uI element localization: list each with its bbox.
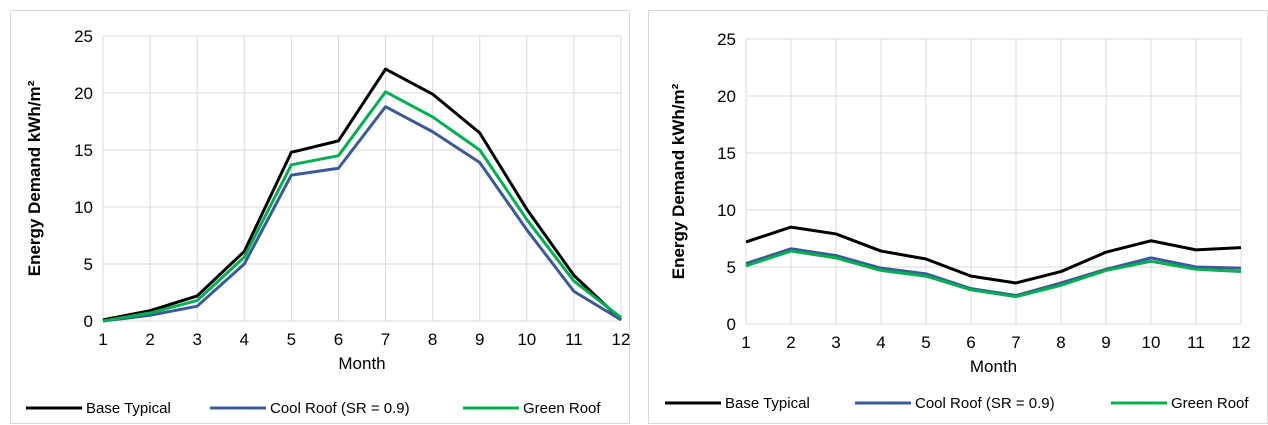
x-tick-label: 2 bbox=[786, 333, 795, 352]
x-tick-label: 8 bbox=[1056, 333, 1065, 352]
y-tick-label: 25 bbox=[717, 30, 736, 49]
legend-label: Cool Roof (SR = 0.9) bbox=[915, 395, 1055, 412]
x-tick-label: 12 bbox=[1232, 333, 1251, 352]
x-axis-title: Month bbox=[970, 357, 1017, 376]
x-tick-label: 10 bbox=[1142, 333, 1161, 352]
x-tick-label: 6 bbox=[966, 333, 975, 352]
legend-label: Green Roof bbox=[1171, 395, 1249, 412]
y-axis-title: Energy Demand kWh/m² bbox=[25, 80, 44, 276]
legend-label: Green Roof bbox=[523, 400, 601, 417]
x-tick-label: 7 bbox=[381, 330, 390, 349]
x-axis-title: Month bbox=[338, 354, 385, 373]
x-tick-label: 1 bbox=[98, 330, 107, 349]
series-line-3 bbox=[745, 249, 1242, 299]
y-tick-label: 10 bbox=[717, 201, 736, 220]
x-tick-label: 7 bbox=[1011, 333, 1020, 352]
x-tick-label: 11 bbox=[1187, 333, 1205, 352]
x-tick-label: 3 bbox=[831, 333, 840, 352]
x-tick-label: 6 bbox=[334, 330, 343, 349]
y-tick-label: 5 bbox=[727, 258, 736, 277]
x-tick-label: 5 bbox=[287, 330, 296, 349]
y-tick-label: 20 bbox=[717, 87, 736, 106]
legend-label: Cool Roof (SR = 0.9) bbox=[270, 400, 410, 417]
y-tick-label: 25 bbox=[74, 27, 93, 46]
x-tick-label: 8 bbox=[428, 330, 437, 349]
x-tick-label: 12 bbox=[612, 330, 631, 349]
y-tick-label: 0 bbox=[84, 312, 93, 331]
series-line-3 bbox=[102, 90, 622, 323]
x-tick-label: 4 bbox=[240, 330, 249, 349]
legend-label: Base Typical bbox=[725, 395, 810, 412]
y-axis-title: Energy Demand kWh/m² bbox=[669, 83, 688, 279]
chart-panel-right: 0 5 10 15 20 25 1 2 3 4 5 6 7 8 9 10 11 12 Month Energy Dem… bbox=[648, 10, 1268, 424]
x-tick-label: 3 bbox=[192, 330, 201, 349]
chart-panel-left: 0 5 10 15 20 25 1 2 3 4 5 6 7 8 9 10 11 12 Month Energy Dem… bbox=[10, 10, 630, 424]
series-line-1 bbox=[102, 67, 623, 322]
x-tick-label: 11 bbox=[565, 330, 583, 349]
series-line-2 bbox=[102, 105, 622, 323]
y-tick-label: 20 bbox=[74, 84, 93, 103]
x-tick-label: 1 bbox=[741, 333, 750, 352]
y-tick-label: 15 bbox=[74, 141, 93, 160]
y-tick-label: 10 bbox=[74, 198, 93, 217]
y-tick-label: 5 bbox=[84, 255, 93, 274]
legend-label: Base Typical bbox=[86, 400, 171, 417]
y-tick-label: 15 bbox=[717, 144, 736, 163]
series-line-1 bbox=[745, 225, 1242, 285]
x-tick-label: 9 bbox=[475, 330, 484, 349]
y-tick-label: 0 bbox=[727, 315, 736, 334]
x-tick-label: 5 bbox=[921, 333, 930, 352]
x-tick-label: 4 bbox=[876, 333, 885, 352]
x-tick-label: 2 bbox=[145, 330, 154, 349]
x-tick-label: 10 bbox=[517, 330, 536, 349]
x-tick-label: 9 bbox=[1101, 333, 1110, 352]
